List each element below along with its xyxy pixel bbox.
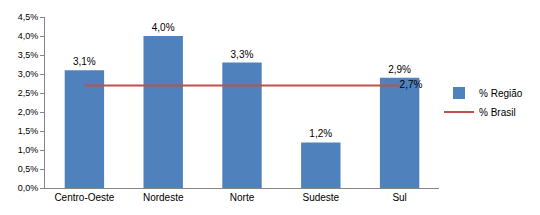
svg-text:4,0%: 4,0%: [18, 31, 39, 41]
svg-text:2,5%: 2,5%: [18, 88, 39, 98]
svg-text:Norte: Norte: [230, 192, 255, 203]
svg-text:3,0%: 3,0%: [18, 69, 39, 79]
svg-text:1,2%: 1,2%: [309, 128, 332, 139]
svg-text:2,9%: 2,9%: [388, 64, 411, 75]
svg-text:3,1%: 3,1%: [73, 56, 96, 67]
svg-text:% Brasil: % Brasil: [479, 107, 516, 118]
svg-text:3,5%: 3,5%: [18, 50, 39, 60]
svg-text:1,0%: 1,0%: [18, 145, 39, 155]
svg-text:4,5%: 4,5%: [18, 12, 39, 22]
svg-text:Sul: Sul: [392, 192, 406, 203]
svg-text:Centro-Oeste: Centro-Oeste: [54, 192, 114, 203]
svg-text:Nordeste: Nordeste: [143, 192, 184, 203]
svg-text:1,5%: 1,5%: [18, 126, 39, 136]
svg-text:0,0%: 0,0%: [18, 183, 39, 193]
svg-text:0,5%: 0,5%: [18, 164, 39, 174]
svg-text:2,7%: 2,7%: [400, 79, 423, 90]
svg-text:Sudeste: Sudeste: [302, 192, 339, 203]
svg-text:4,0%: 4,0%: [152, 22, 175, 33]
svg-text:3,3%: 3,3%: [231, 49, 254, 60]
svg-text:% Região: % Região: [479, 88, 523, 99]
svg-text:2,0%: 2,0%: [18, 107, 39, 117]
